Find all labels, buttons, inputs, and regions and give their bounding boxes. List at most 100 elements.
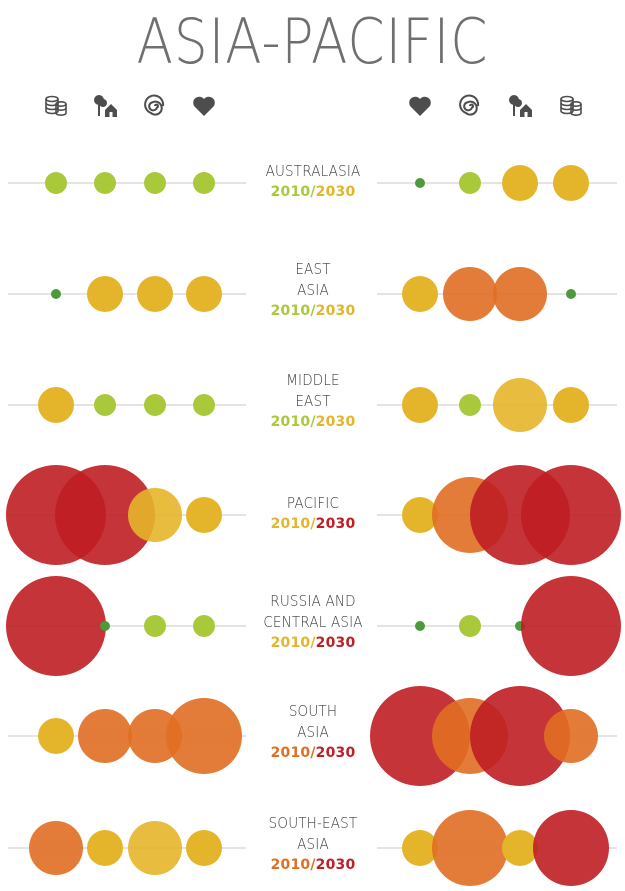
region-name: SOUTH ASIA [288,702,338,741]
coins-icon [43,93,69,119]
chart-title: ASIA-PACIFIC [136,5,489,78]
trees-and-house-icon [92,93,118,119]
bubble-left-2 [94,394,116,416]
bubble-left-3 [137,276,173,312]
year-separator: / [310,635,316,651]
bubble-left-4 [186,497,222,533]
years-label: 2010/2030 [228,743,398,764]
heart-icon [407,93,433,119]
bubble-left-1 [51,289,61,299]
bubble-right-1 [415,178,425,188]
bubble-right-3 [493,378,547,432]
bubble-right-4 [553,165,589,201]
bubble-left-2 [78,709,132,763]
bubble-right-3 [493,267,547,321]
bubble-left-3 [144,615,166,637]
spiral-icon [457,93,483,119]
year-separator: / [310,183,316,200]
bubble-right-2 [459,172,481,194]
year-end: 2030 [315,414,356,430]
year-start: 2010 [270,414,311,430]
spiral-icon [142,93,168,119]
year-start: 2010 [270,857,311,873]
bubble-left-1 [6,576,106,676]
region-label: MIDDLE EAST 2010/2030 [228,370,398,433]
bubble-right-4 [544,709,598,763]
region-name: RUSSIA AND CENTRAL ASIA [263,592,363,631]
region-label: RUSSIA AND CENTRAL ASIA 2010/2030 [228,591,398,654]
heart-icon [191,93,217,119]
years-label: 2010/2030 [228,412,398,433]
region-name: MIDDLE EAST [286,371,340,410]
year-end: 2030 [315,303,356,319]
bubble-right-1 [402,276,438,312]
region-name: EAST ASIA [295,260,331,299]
bubble-left-2 [94,172,116,194]
bubble-right-3 [502,830,538,866]
years-label: 2010/2030 [228,514,398,535]
bubble-left-2 [55,465,155,565]
region-label: EAST ASIA 2010/2030 [228,259,398,322]
bubble-left-4 [193,172,215,194]
region-name: SOUTH-EAST ASIA [268,814,358,853]
bubble-left-3 [144,394,166,416]
bubble-right-4 [533,810,609,886]
bubble-left-3 [128,488,182,542]
bubble-left-1 [45,172,67,194]
bubble-right-1 [402,387,438,423]
bubble-left-1 [29,821,83,875]
bubble-left-1 [38,718,74,754]
bubble-left-3 [128,821,182,875]
year-separator: / [310,303,316,319]
year-start: 2010 [270,515,311,532]
bubble-left-2 [87,830,123,866]
bubble-left-4 [193,394,215,416]
region-label: PACIFIC 2010/2030 [228,493,398,535]
year-start: 2010 [270,635,311,651]
bubble-right-2 [459,615,481,637]
bubble-left-3 [144,172,166,194]
bubble-right-2 [443,267,497,321]
years-label: 2010/2030 [228,633,398,654]
bubble-left-4 [166,698,242,774]
year-end: 2030 [315,635,356,651]
years-label: 2010/2030 [228,301,398,322]
year-separator: / [310,515,316,532]
year-start: 2010 [270,183,311,200]
year-end: 2030 [315,745,356,761]
year-start: 2010 [270,745,311,761]
bubble-left-2 [100,621,110,631]
bubble-right-4 [553,387,589,423]
coins-icon [558,93,584,119]
bubble-left-4 [193,615,215,637]
bubble-right-3 [502,165,538,201]
bubble-right-4 [521,576,621,676]
region-label: SOUTH ASIA 2010/2030 [228,701,398,764]
trees-and-house-icon [507,93,533,119]
year-separator: / [310,745,316,761]
region-name: AUSTRALASIA [265,161,361,180]
bubble-left-2 [87,276,123,312]
year-separator: / [310,414,316,430]
bubble-right-4 [521,465,621,565]
years-label: 2010/2030 [228,182,398,203]
bubble-right-3 [470,686,570,786]
year-end: 2030 [315,183,356,200]
bubble-right-2 [432,810,508,886]
bubble-right-1 [415,621,425,631]
bubble-right-4 [566,289,576,299]
region-label: SOUTH-EAST ASIA 2010/2030 [228,813,398,876]
region-label: AUSTRALASIA 2010/2030 [228,161,398,203]
bubble-right-1 [402,830,438,866]
year-separator: / [310,857,316,873]
region-name: PACIFIC [286,493,340,512]
years-label: 2010/2030 [228,855,398,876]
bubble-left-4 [186,830,222,866]
year-end: 2030 [315,515,356,532]
bubble-right-1 [402,497,438,533]
year-start: 2010 [270,303,311,319]
bubble-left-4 [186,276,222,312]
bubble-right-2 [459,394,481,416]
bubble-left-1 [38,387,74,423]
